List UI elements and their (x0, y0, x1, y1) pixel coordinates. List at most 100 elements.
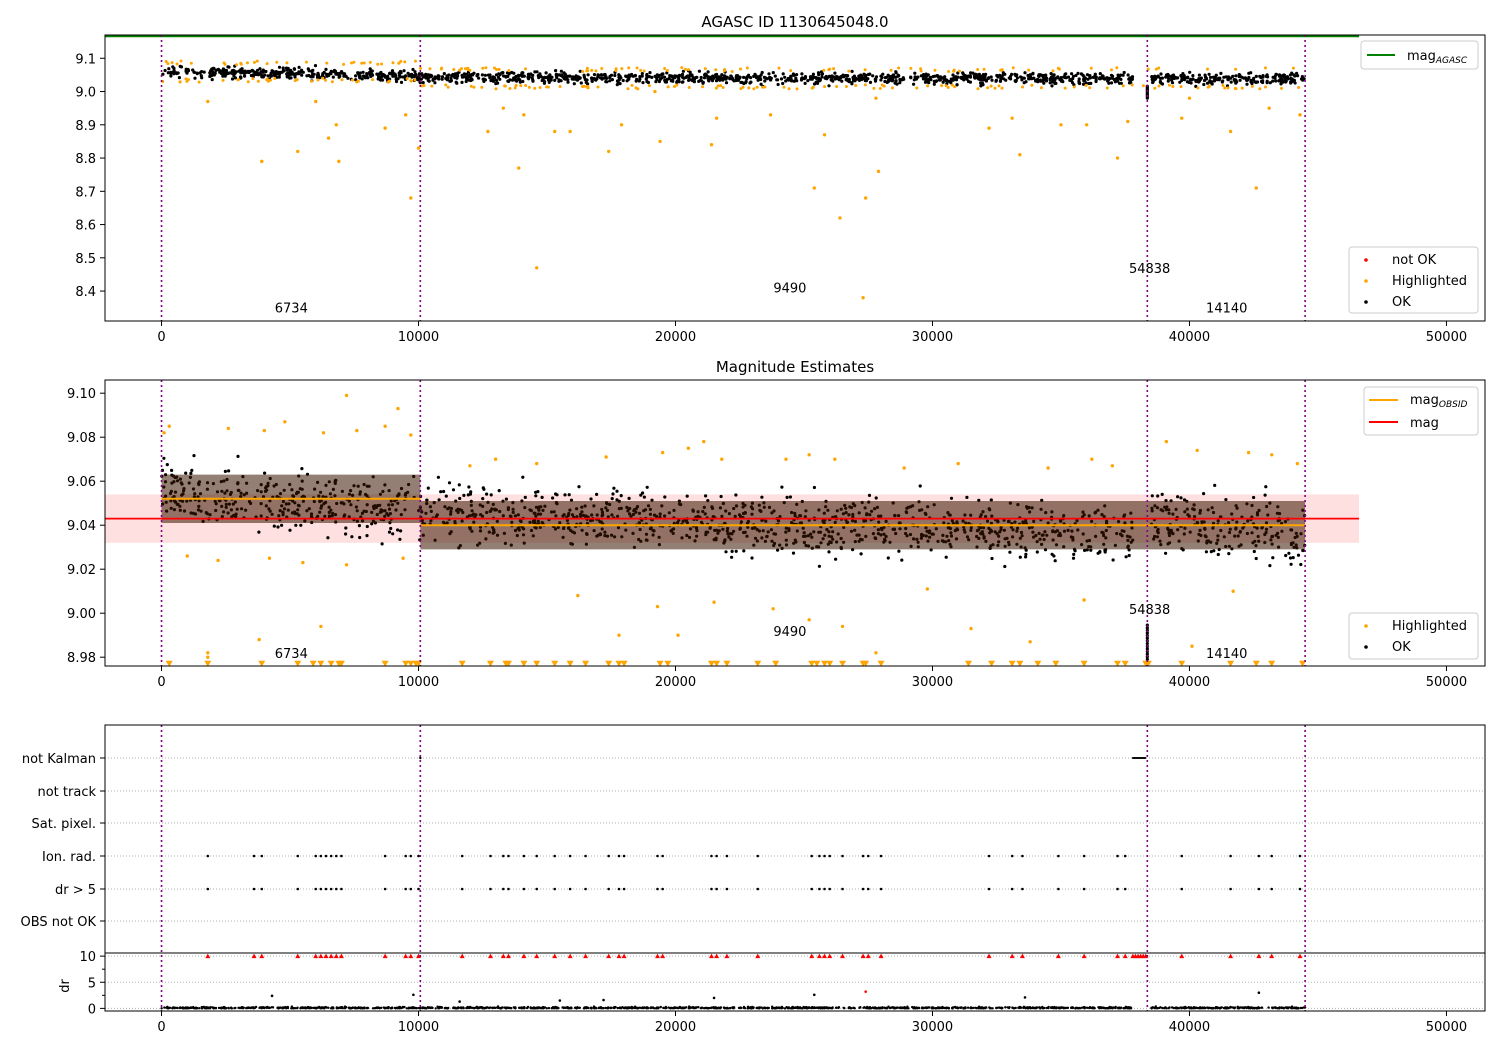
flag-point (489, 854, 492, 858)
highlighted-point (872, 86, 876, 90)
highlighted-point (976, 68, 980, 72)
ok-point (779, 77, 784, 81)
highlighted-point (838, 216, 842, 220)
highlighted-point (639, 68, 643, 72)
ok-point (1088, 76, 1092, 80)
ok-point (444, 494, 448, 498)
ok-point (521, 475, 525, 479)
highlighted-point (1195, 448, 1199, 453)
ok-point (269, 74, 273, 78)
ok-point (1084, 81, 1088, 85)
highlighted-point (1180, 116, 1184, 120)
dr-point (1110, 1006, 1114, 1010)
ok-point (814, 76, 818, 80)
highlighted-point (340, 78, 344, 82)
flag-point (584, 854, 587, 858)
ok-point (281, 66, 285, 70)
ok-point (481, 497, 485, 501)
ok-point (677, 73, 682, 77)
flag-point (383, 854, 387, 858)
ok-point (984, 79, 989, 83)
highlighted-point (1153, 86, 1157, 90)
ok-point (926, 80, 930, 84)
ok-point (322, 70, 326, 74)
highlighted-point (1115, 156, 1120, 160)
ok-point (1231, 74, 1235, 78)
highlighted-point (256, 79, 260, 83)
ok-point (1003, 564, 1007, 569)
highlighted-point (1028, 640, 1032, 644)
ok-point (209, 69, 213, 73)
ok-point (638, 77, 642, 81)
ok-point (704, 73, 708, 77)
ok-point (1035, 550, 1039, 554)
highlighted-point (686, 446, 691, 450)
obsid-label: 6734 (275, 302, 308, 317)
ok-point (776, 82, 780, 87)
chart-title: Magnitude Estimates (716, 358, 874, 376)
legend-agasc: magAGASC (1360, 40, 1479, 70)
ok-point (1237, 74, 1241, 79)
ok-point (734, 549, 738, 553)
dr-point (966, 1006, 970, 1009)
flag-point (756, 887, 760, 891)
ok-point (477, 76, 481, 80)
highlighted-point (1088, 86, 1092, 90)
dr-point (969, 1006, 972, 1010)
highlighted-point (1223, 86, 1227, 90)
ok-point (853, 77, 857, 81)
ok-point (1176, 76, 1180, 80)
x-tick-label: 20000 (655, 330, 696, 345)
dr-point (1098, 1006, 1102, 1009)
ok-point (987, 76, 991, 80)
flag-point (1180, 854, 1184, 858)
ok-point (419, 77, 423, 81)
ok-point (365, 534, 369, 538)
ok-point (965, 77, 969, 81)
flag-point (810, 854, 814, 858)
ok-point (386, 74, 390, 78)
highlighted-point (337, 159, 341, 164)
ok-point (794, 76, 798, 80)
ok-point (1104, 76, 1108, 80)
ok-point (871, 74, 875, 78)
highlighted-point (1267, 106, 1271, 110)
ok-point (518, 80, 522, 84)
highlighted-point (658, 139, 662, 144)
ok-point (994, 79, 998, 83)
ok-point (795, 73, 799, 77)
highlighted-point (439, 67, 443, 71)
ok-point (312, 72, 316, 76)
y-tick-label: 9.10 (67, 387, 96, 402)
legend-box (1360, 40, 1479, 70)
highlighted-point (409, 433, 413, 437)
ok-point (399, 529, 403, 533)
ok-point (663, 495, 667, 499)
ok-point (1094, 75, 1098, 79)
ok-point (1044, 79, 1049, 83)
dr-point (344, 1006, 348, 1009)
dr-point (1041, 1007, 1045, 1010)
ok-point (220, 71, 224, 75)
ok-point (447, 481, 452, 485)
ok-point (1098, 76, 1102, 80)
ok-point (840, 79, 844, 83)
flag-point (334, 854, 338, 858)
dr-axis-label: dr (58, 978, 73, 992)
dr-point (582, 1007, 586, 1010)
ok-point (760, 495, 764, 499)
ok-point (645, 80, 649, 84)
highlighted-point (428, 67, 432, 71)
highlighted-point (420, 84, 424, 88)
highlighted-point (1295, 461, 1300, 466)
ok-point (365, 524, 369, 529)
highlighted-point (1089, 66, 1093, 70)
ok-point (880, 75, 884, 80)
highlighted-point (538, 85, 542, 89)
ok-point (492, 76, 496, 80)
highlighted-point (1018, 153, 1022, 157)
ok-point (1110, 76, 1114, 80)
dr-point (407, 1006, 411, 1009)
ok-point (517, 73, 521, 77)
ok-point (745, 77, 749, 81)
